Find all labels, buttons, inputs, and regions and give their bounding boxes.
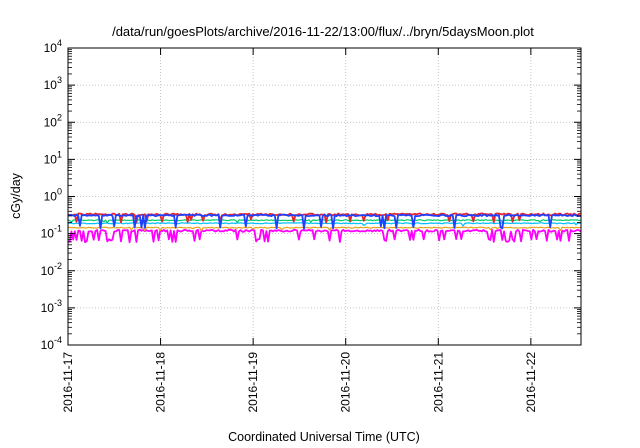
y-tick-label-exponent: -4 xyxy=(54,335,62,345)
x-tick-label: 2016-11-20 xyxy=(339,352,353,413)
y-tick-label-base: 10 xyxy=(44,115,58,129)
y-tick-label-exponent: -1 xyxy=(54,224,62,234)
y-tick-label-exponent: 2 xyxy=(57,112,62,122)
x-tick-label: 2016-11-21 xyxy=(431,352,445,413)
y-tick-label: 10-3 xyxy=(41,298,62,315)
y-tick-label-base: 10 xyxy=(41,338,55,352)
y-tick-label-exponent: 1 xyxy=(57,149,62,159)
y-tick-label: 100 xyxy=(44,187,62,204)
series-line xyxy=(67,219,582,224)
y-tick-label: 10-4 xyxy=(41,335,62,352)
y-tick-label-exponent: -2 xyxy=(54,261,62,271)
x-tick-label: 2016-11-17 xyxy=(61,352,75,413)
series-line xyxy=(67,222,582,228)
y-tick-label-base: 10 xyxy=(44,152,58,166)
y-tick-label-base: 10 xyxy=(44,78,58,92)
chart-title: /data/run/goesPlots/archive/2016-11-22/1… xyxy=(112,24,534,39)
x-axis-label: Coordinated Universal Time (UTC) xyxy=(228,430,420,444)
grid-lines xyxy=(68,48,581,345)
y-tick-label: 104 xyxy=(44,38,62,55)
y-tick-label-base: 10 xyxy=(41,264,55,278)
y-tick-label-base: 10 xyxy=(44,190,58,204)
y-tick-label: 10-1 xyxy=(41,224,62,241)
y-tick-label-exponent: 3 xyxy=(57,75,62,85)
y-tick-label: 10-2 xyxy=(41,261,62,278)
series-line xyxy=(67,213,582,230)
y-tick-label-exponent: 0 xyxy=(57,187,62,197)
y-tick-label-exponent: -3 xyxy=(54,298,62,308)
x-tick-labels: 2016-11-17 2016-11-18 2016-11-19 2016-11-20… xyxy=(61,352,538,413)
x-tick-label: 2016-11-22 xyxy=(524,352,538,413)
series-line xyxy=(67,226,582,232)
y-tick-label: 102 xyxy=(44,112,62,129)
y-tick-label-base: 10 xyxy=(41,301,55,315)
plot-frame xyxy=(67,47,582,346)
y-tick-label: 103 xyxy=(44,75,62,92)
y-tick-label: 101 xyxy=(44,149,62,166)
y-tick-label-exponent: 4 xyxy=(57,38,62,48)
y-axis-label: cGy/day xyxy=(9,172,23,219)
y-tick-label-base: 10 xyxy=(44,41,58,55)
series-line xyxy=(67,228,582,244)
x-tick-label: 2016-11-18 xyxy=(154,352,168,413)
axis-ticks xyxy=(67,47,581,346)
y-tick-label-base: 10 xyxy=(41,227,55,241)
data-series xyxy=(67,212,582,244)
x-tick-label: 2016-11-19 xyxy=(246,352,260,413)
